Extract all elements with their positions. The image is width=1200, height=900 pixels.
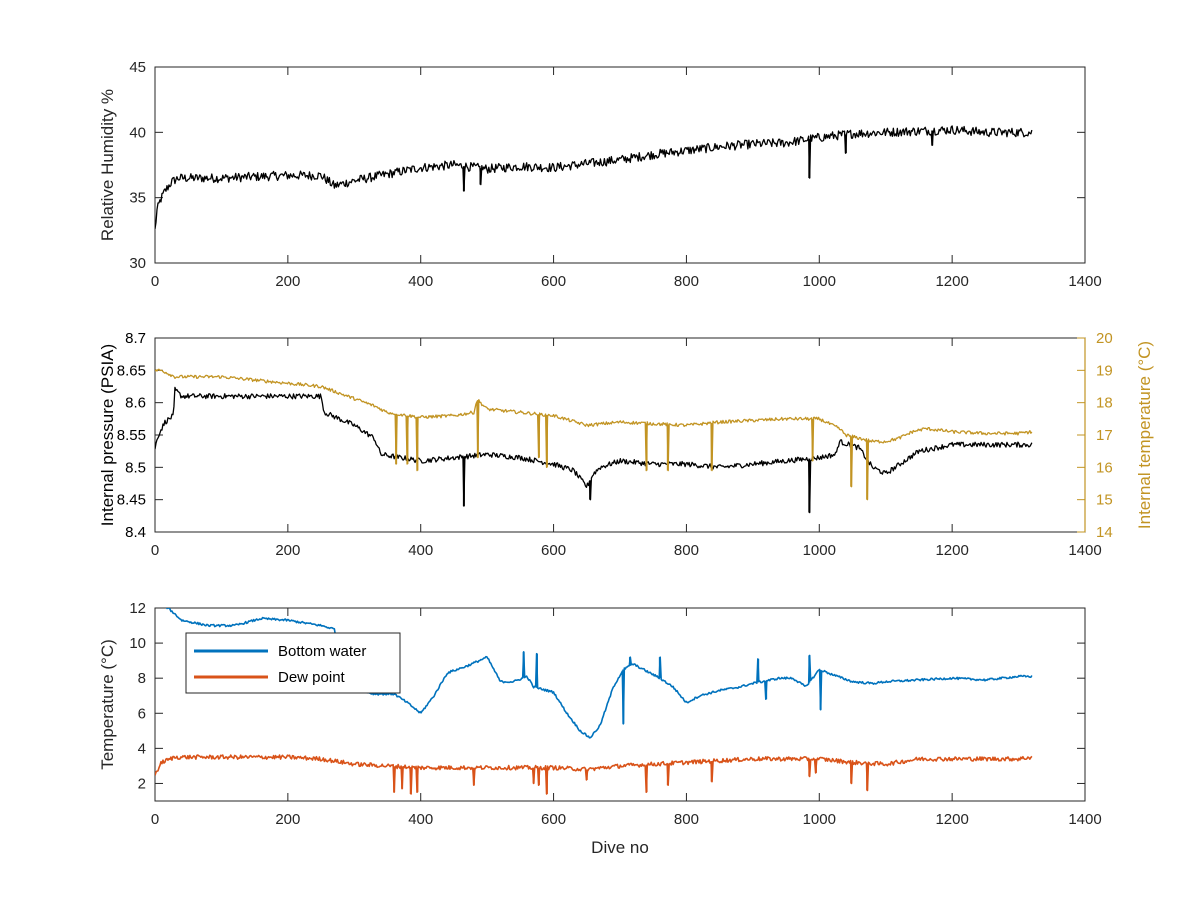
x-tick-label: 400	[408, 811, 433, 828]
chart-panel-3: 0 200 400 600 800 1000 1200 1400 2 4 6 8 10 12 Tempera…	[98, 600, 1102, 857]
y2-tick-label: 18	[1096, 395, 1113, 412]
x-tick-label: 1200	[935, 273, 968, 290]
y2-tick-label: 15	[1096, 492, 1113, 509]
y-tick-label: 8.4	[125, 524, 146, 541]
y-tick-label: 8.55	[117, 427, 146, 444]
y2-tick-label: 17	[1096, 427, 1113, 444]
y-tick-label: 8.65	[117, 362, 146, 379]
axes-box	[154, 66, 1086, 264]
y-tick-label: 30	[129, 255, 146, 272]
x-tick-label: 1000	[803, 811, 836, 828]
x-tick-label: 600	[541, 542, 566, 559]
series-line-panel1-1	[155, 125, 1033, 230]
x-tick-label: 1200	[935, 811, 968, 828]
y2-tick-label: 16	[1096, 459, 1113, 476]
x-tick-label: 800	[674, 811, 699, 828]
y-tick-label: 12	[129, 600, 146, 617]
y-tick-label: 8.7	[125, 330, 146, 347]
axes-box	[154, 337, 1086, 533]
y-tick-label: 6	[138, 705, 146, 722]
y-tick-label: 8.6	[125, 395, 146, 412]
x-tick-label: 600	[541, 811, 566, 828]
x-tick-label: 1200	[935, 542, 968, 559]
y-tick-label: 8.5	[125, 459, 146, 476]
y2-axis-label: Internal temperature (°C)	[1135, 341, 1154, 529]
x-tick-label: 200	[275, 811, 300, 828]
series-group	[155, 608, 1033, 795]
y-axis-label: Temperature (°C)	[98, 639, 117, 770]
x-tick-label: 1400	[1068, 273, 1101, 290]
series-line-panel2-2	[155, 368, 1033, 501]
series-group	[155, 125, 1033, 230]
y-tick-label: 40	[129, 124, 146, 141]
y-tick-label: 2	[138, 775, 146, 792]
legend-entry: Bottom water	[278, 643, 366, 660]
x-tick-label: 1400	[1068, 811, 1101, 828]
legend: Bottom water Dew point	[185, 632, 401, 694]
y2-tick-label: 14	[1096, 524, 1113, 541]
x-tick-label: 1000	[803, 542, 836, 559]
x-tick-label: 200	[275, 273, 300, 290]
x-tick-label: 0	[151, 542, 159, 559]
x-tick-label: 600	[541, 273, 566, 290]
x-tick-label: 800	[674, 542, 699, 559]
series-line-bottom-water	[165, 608, 1033, 739]
y-tick-label: 35	[129, 190, 146, 207]
y-tick-label: 8.45	[117, 492, 146, 509]
y2-tick-label: 19	[1096, 362, 1113, 379]
legend-entry: Dew point	[278, 669, 346, 686]
x-tick-label: 1000	[803, 273, 836, 290]
y2-tick-label: 20	[1096, 330, 1113, 347]
x-tick-label: 0	[151, 273, 159, 290]
series-line-panel2-1	[155, 386, 1033, 514]
x-tick-label: 400	[408, 273, 433, 290]
y-tick-label: 8	[138, 670, 146, 687]
y-tick-label: 10	[129, 635, 146, 652]
x-tick-label: 0	[151, 811, 159, 828]
series-group	[155, 368, 1033, 514]
y-axis-label: Internal pressure (PSIA)	[98, 344, 117, 526]
x-tick-label: 800	[674, 273, 699, 290]
chart-panel-1: 0 200 400 600 800 1000 1200 1400 30 35 40 45 Relativ…	[98, 59, 1102, 290]
x-axis-label: Dive no	[591, 838, 649, 857]
x-tick-label: 200	[275, 542, 300, 559]
legend-box	[185, 632, 401, 694]
x-tick-label: 400	[408, 542, 433, 559]
series-line-dew-point	[155, 754, 1033, 795]
y-tick-label: 4	[138, 740, 146, 757]
y-tick-label: 45	[129, 59, 146, 76]
x-tick-label: 1400	[1068, 542, 1101, 559]
chart-panel-2: 0 200 400 600 800 1000 1200 1400 8.4 8.45 8.5 8.55 8…	[98, 330, 1154, 559]
y-axis-label: Relative Humidity %	[98, 89, 117, 241]
